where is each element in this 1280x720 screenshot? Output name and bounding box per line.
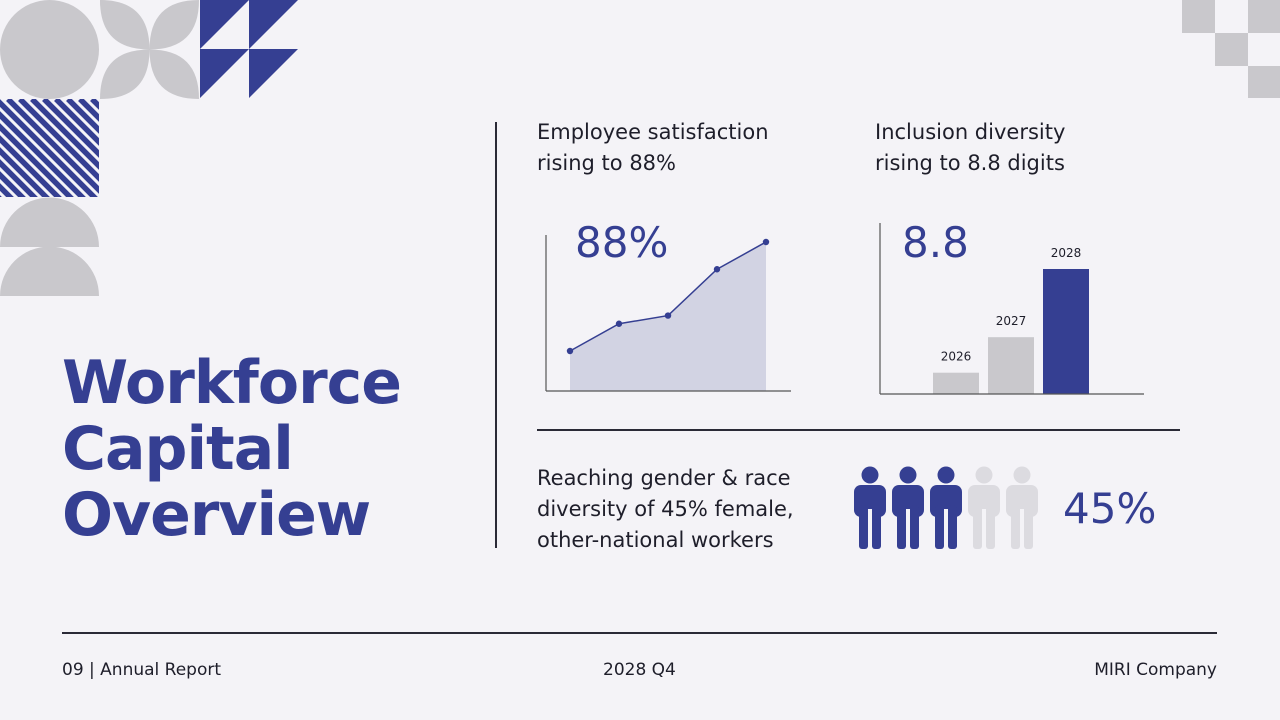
footer-center: 2028 Q4: [603, 660, 676, 680]
person-icon-filled: [854, 466, 886, 549]
data-point: [713, 266, 721, 273]
gender-value: 45%: [1063, 484, 1157, 533]
footer-divider: [62, 632, 1217, 634]
satisfaction-value: 88%: [575, 218, 669, 267]
inclusion-bar-chart: 2026 2027 2028: [879, 223, 1144, 395]
bar-label: 2026: [941, 350, 972, 364]
person-icon-empty: [968, 466, 1000, 549]
bar-label: 2027: [996, 314, 1027, 328]
label-line: Employee satisfaction: [537, 120, 769, 144]
decorative-pattern-top-right: [1182, 0, 1280, 98]
label-line: Inclusion diversity: [875, 120, 1066, 144]
satisfaction-label: Employee satisfaction rising to 88%: [537, 117, 769, 179]
data-point: [664, 312, 672, 319]
person-icon-empty: [1006, 466, 1038, 549]
bar: [1043, 269, 1089, 394]
data-point: [762, 238, 770, 246]
page-title: Workforce Capital Overview: [62, 348, 402, 550]
data-point: [615, 320, 623, 327]
label-line: rising to 8.8 digits: [875, 151, 1065, 175]
title-line: Overview: [62, 480, 371, 550]
inclusion-value: 8.8: [902, 218, 969, 267]
label-line: rising to 88%: [537, 151, 676, 175]
person-icon-filled: [930, 466, 962, 549]
bar: [933, 372, 979, 394]
bar-label: 2028: [1051, 246, 1082, 260]
label-line: diversity of 45% female,: [537, 497, 794, 521]
bar: [988, 337, 1034, 394]
data-point: [566, 347, 574, 355]
inclusion-label: Inclusion diversity rising to 8.8 digits: [875, 117, 1065, 179]
satisfaction-area-chart: [545, 235, 791, 392]
horizontal-divider: [537, 429, 1180, 431]
title-line: Workforce: [62, 348, 402, 418]
vertical-divider: [495, 122, 497, 548]
footer-right: MIRI Company: [1094, 660, 1217, 680]
title-line: Capital: [62, 414, 294, 484]
label-line: other-national workers: [537, 528, 774, 552]
person-icon-filled: [892, 466, 924, 549]
footer-left: 09 | Annual Report: [62, 660, 222, 680]
label-line: Reaching gender & race: [537, 466, 791, 490]
people-pictogram: [854, 466, 1038, 549]
decorative-pattern-top-left: [0, 0, 298, 296]
gender-label: Reaching gender & race diversity of 45% …: [537, 463, 794, 556]
